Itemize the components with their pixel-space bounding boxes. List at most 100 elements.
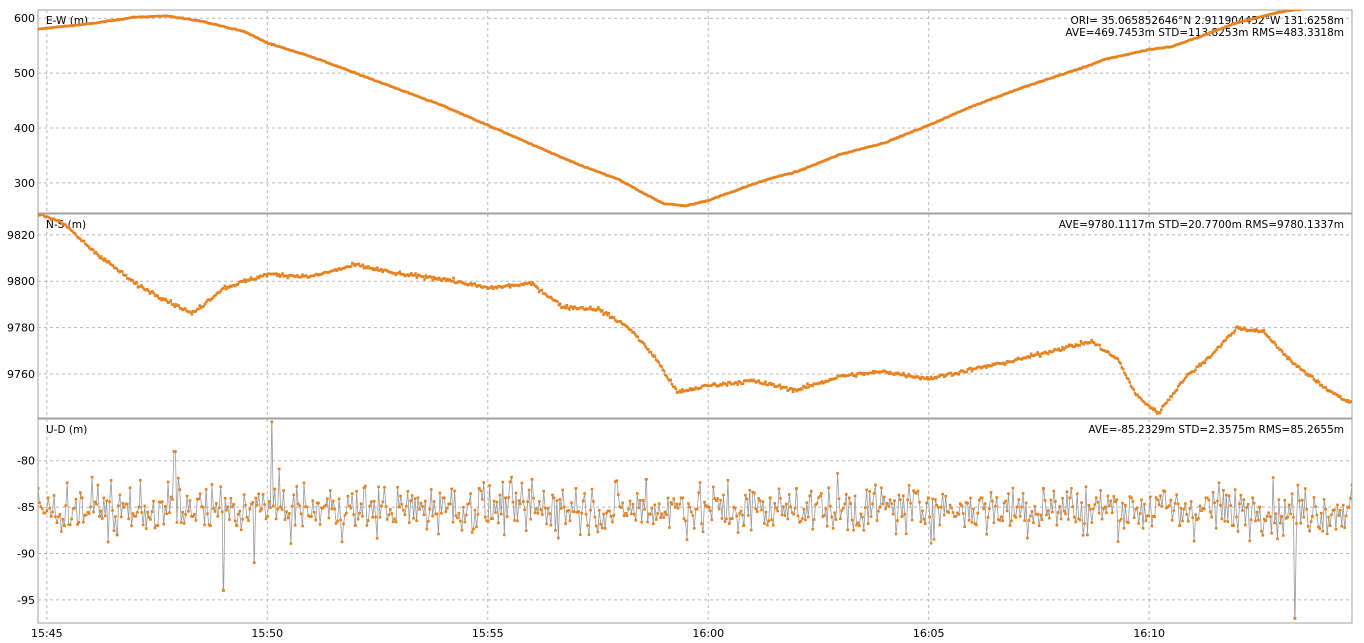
data-point bbox=[223, 284, 227, 288]
data-point bbox=[1077, 343, 1080, 347]
data-point bbox=[39, 505, 43, 508]
data-point bbox=[405, 504, 408, 508]
data-point bbox=[92, 510, 95, 514]
y-tick-label: 9820 bbox=[7, 229, 35, 242]
data-point bbox=[198, 492, 202, 496]
data-point bbox=[302, 481, 306, 485]
data-point bbox=[1223, 26, 1226, 30]
data-point bbox=[65, 226, 69, 229]
data-point bbox=[1226, 520, 1230, 523]
data-point bbox=[1313, 6, 1316, 9]
data-point bbox=[1157, 47, 1160, 50]
data-point bbox=[949, 371, 953, 375]
data-point bbox=[1016, 356, 1020, 360]
data-point bbox=[225, 508, 228, 512]
data-point bbox=[260, 274, 263, 278]
data-point bbox=[1132, 388, 1135, 391]
data-point bbox=[1303, 370, 1306, 373]
data-point bbox=[1027, 84, 1030, 88]
data-point bbox=[752, 491, 756, 495]
data-point bbox=[910, 518, 914, 522]
data-point bbox=[619, 320, 622, 323]
data-point bbox=[105, 499, 108, 502]
data-point bbox=[986, 516, 990, 519]
data-point bbox=[798, 520, 801, 524]
data-point bbox=[152, 15, 155, 18]
data-point bbox=[735, 381, 738, 384]
data-point bbox=[1079, 340, 1083, 343]
data-point bbox=[625, 514, 629, 518]
data-point bbox=[197, 497, 201, 501]
data-point bbox=[1019, 87, 1022, 90]
data-point bbox=[133, 514, 136, 518]
data-point bbox=[38, 501, 41, 504]
data-point bbox=[1337, 395, 1341, 399]
data-point bbox=[209, 299, 212, 302]
data-point bbox=[1242, 19, 1246, 23]
data-point bbox=[194, 519, 198, 522]
data-point bbox=[1173, 44, 1176, 48]
data-point bbox=[52, 494, 56, 497]
data-point bbox=[549, 523, 553, 527]
data-point bbox=[1227, 24, 1230, 28]
data-point bbox=[562, 305, 566, 308]
data-point bbox=[983, 364, 987, 368]
data-point bbox=[811, 384, 814, 388]
data-point bbox=[264, 41, 267, 44]
data-point bbox=[470, 531, 474, 534]
data-point bbox=[1040, 518, 1044, 521]
data-point bbox=[99, 509, 103, 513]
data-point bbox=[143, 288, 146, 291]
data-point bbox=[398, 270, 401, 273]
data-point bbox=[681, 388, 684, 391]
data-point bbox=[432, 275, 436, 279]
data-point bbox=[391, 85, 395, 89]
data-point bbox=[757, 379, 761, 382]
data-point bbox=[1279, 348, 1283, 351]
data-point bbox=[805, 501, 809, 504]
data-point bbox=[1298, 10, 1301, 12]
data-point bbox=[523, 508, 526, 511]
data-point bbox=[1071, 505, 1075, 508]
data-point bbox=[331, 63, 334, 67]
data-point bbox=[980, 496, 984, 500]
data-point bbox=[486, 123, 490, 127]
data-point bbox=[1307, 7, 1310, 10]
data-point bbox=[739, 509, 743, 513]
data-point bbox=[55, 521, 59, 524]
data-point bbox=[1317, 5, 1320, 8]
data-point bbox=[786, 517, 790, 521]
data-point bbox=[264, 273, 267, 276]
data-point bbox=[544, 292, 547, 296]
data-point bbox=[899, 134, 903, 138]
data-point bbox=[485, 519, 488, 522]
data-point bbox=[466, 502, 469, 506]
data-point bbox=[1146, 514, 1149, 517]
data-point bbox=[107, 260, 111, 263]
data-point bbox=[1096, 500, 1099, 504]
data-point bbox=[1092, 341, 1096, 345]
data-point bbox=[967, 519, 971, 522]
data-point bbox=[46, 496, 50, 499]
data-point bbox=[1172, 509, 1175, 512]
data-point bbox=[593, 169, 596, 172]
data-point bbox=[1081, 342, 1084, 345]
data-point bbox=[1010, 519, 1013, 523]
data-point bbox=[774, 506, 778, 510]
data-point bbox=[42, 214, 45, 217]
data-point bbox=[736, 188, 739, 192]
data-point bbox=[406, 273, 409, 276]
data-point bbox=[787, 388, 791, 391]
data-point bbox=[506, 132, 509, 136]
data-point bbox=[423, 278, 426, 281]
data-point bbox=[694, 507, 697, 511]
data-point bbox=[1270, 531, 1273, 535]
data-point bbox=[224, 287, 228, 291]
data-point bbox=[285, 510, 288, 513]
data-point bbox=[839, 517, 842, 520]
data-point bbox=[138, 505, 141, 509]
data-point bbox=[146, 510, 149, 514]
data-point bbox=[1162, 46, 1166, 49]
data-point bbox=[719, 194, 722, 197]
